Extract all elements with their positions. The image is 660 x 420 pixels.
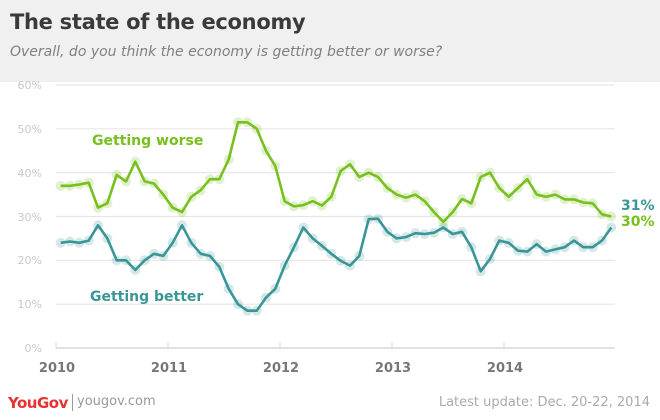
y-tick-label: 60% bbox=[18, 79, 42, 92]
footer-divider bbox=[72, 394, 73, 411]
y-tick-label: 50% bbox=[18, 123, 42, 136]
y-tick-label: 40% bbox=[18, 167, 42, 180]
data-point bbox=[55, 237, 66, 248]
series-lines bbox=[60, 121, 613, 312]
y-axis-labels: 0% 10% 20% 30% 40% 50% 60% bbox=[18, 79, 42, 355]
data-point bbox=[606, 211, 617, 222]
series-label-better: Getting better bbox=[90, 289, 203, 305]
footer-url-link[interactable]: yougov.com bbox=[77, 394, 156, 409]
logo-text: YouGov bbox=[8, 394, 68, 412]
chart-subtitle: Overall, do you think the economy is get… bbox=[10, 44, 443, 60]
latest-update: Latest update: Dec. 20-22, 2014 bbox=[438, 395, 650, 410]
x-tick-label: 2014 bbox=[487, 361, 523, 376]
x-tick-label: 2012 bbox=[263, 361, 299, 376]
chart-title: The state of the economy bbox=[10, 10, 306, 34]
data-point bbox=[55, 180, 66, 191]
end-label-worse: 30% bbox=[621, 214, 655, 230]
series-line-worse bbox=[60, 121, 612, 224]
end-label-better: 31% bbox=[621, 198, 655, 214]
x-tick-label: 2013 bbox=[375, 361, 411, 376]
x-tick-label: 2011 bbox=[151, 361, 187, 376]
y-tick-label: 0% bbox=[25, 342, 42, 355]
x-tick-label: 2010 bbox=[39, 361, 75, 376]
y-tick-label: 20% bbox=[18, 254, 42, 267]
gridlines bbox=[55, 84, 615, 349]
yougov-logo[interactable]: YouGov bbox=[8, 394, 68, 412]
x-axis-labels: 2010 2011 2012 2013 2014 bbox=[39, 361, 523, 376]
series-line-better bbox=[60, 217, 613, 312]
series-label-worse: Getting worse bbox=[92, 133, 203, 149]
y-tick-label: 30% bbox=[18, 211, 42, 224]
chart-header: The state of the economy Overall, do you… bbox=[0, 0, 660, 82]
y-tick-label: 10% bbox=[18, 298, 42, 311]
